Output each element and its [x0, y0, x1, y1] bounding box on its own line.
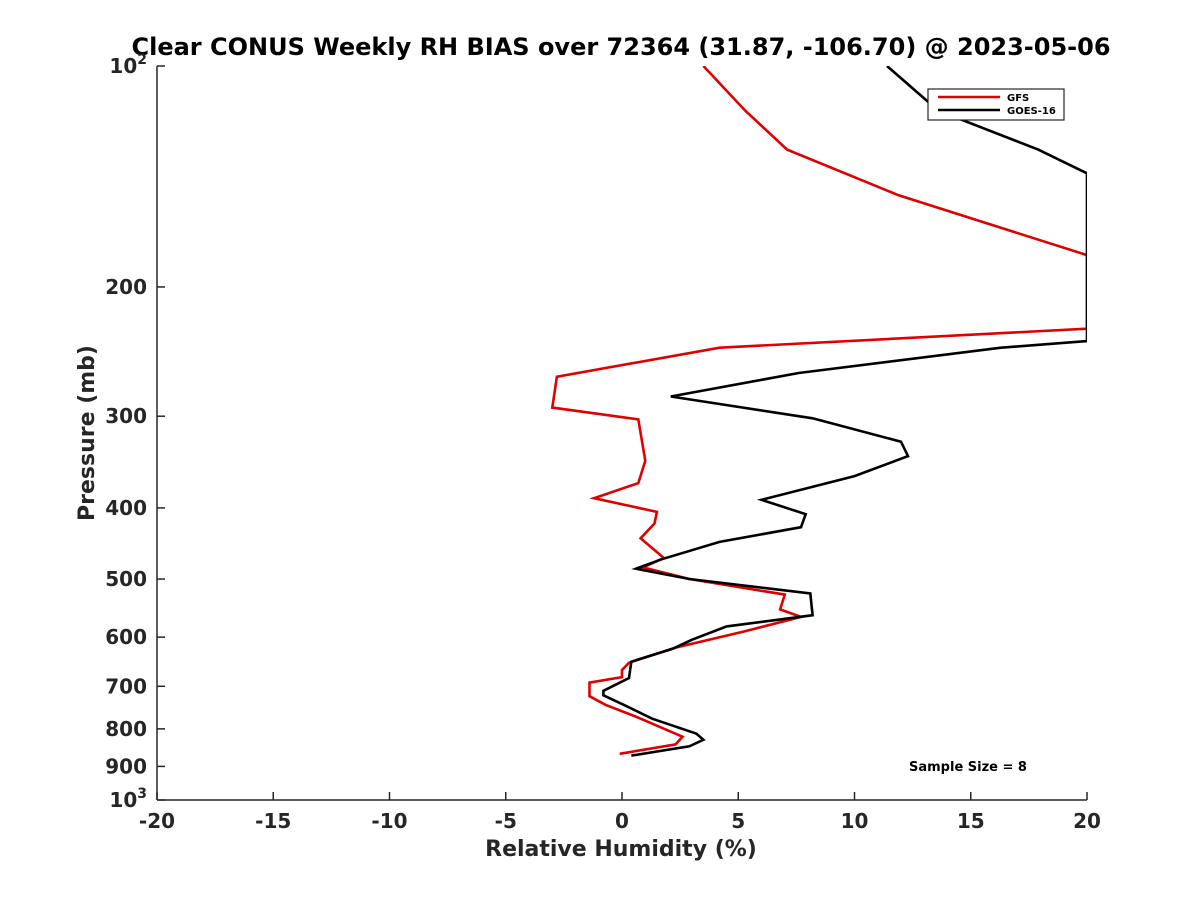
- y-axis-label: Pressure (mb): [75, 345, 100, 521]
- x-axis-label: Relative Humidity (%): [485, 837, 757, 862]
- y-end-tick-label: 102: [109, 52, 147, 78]
- series-line-goes-16: [602, 66, 1087, 757]
- y-tick-label: 900: [105, 754, 147, 778]
- x-tick-label: 0: [615, 809, 629, 833]
- y-tick-base: 10: [109, 54, 137, 78]
- legend-label: GFS: [1007, 93, 1029, 104]
- y-tick-label: 800: [105, 717, 147, 741]
- y-tick-label: 600: [105, 625, 147, 649]
- y-tick-label: 500: [105, 567, 147, 591]
- x-tick-label: 5: [731, 809, 745, 833]
- y-tick-label: 200: [105, 275, 147, 299]
- y-tick-base: 10: [109, 788, 137, 812]
- series-line-gfs: [550, 66, 1087, 756]
- y-end-tick-label: 103: [109, 786, 147, 812]
- chart-title: Clear CONUS Weekly RH BIAS over 72364 (3…: [131, 33, 1110, 61]
- series-layer: [550, 66, 1087, 757]
- legend-box: [927, 88, 1065, 121]
- plot-area: [156, 66, 1087, 801]
- y-tick-exponent: 2: [137, 52, 147, 68]
- y-tick-label: 300: [105, 404, 147, 428]
- sample-size-annotation: Sample Size = 8: [909, 760, 1027, 775]
- x-tick-label: -20: [139, 809, 175, 833]
- legend-label: GOES-16: [1007, 106, 1056, 117]
- legend: GFS GOES-16: [927, 88, 1065, 121]
- y-tick-label: 400: [105, 496, 147, 520]
- x-tick-label: -15: [255, 809, 291, 833]
- y-tick-label: 700: [105, 674, 147, 698]
- x-axis-ticks: -20 -15 -10 -5 0 5 10 15 20: [139, 792, 1101, 833]
- y-tick-exponent: 3: [137, 786, 147, 802]
- x-tick-label: 10: [841, 809, 869, 833]
- x-tick-label: -5: [495, 809, 517, 833]
- x-tick-label: 15: [957, 809, 985, 833]
- x-tick-label: 20: [1073, 809, 1101, 833]
- x-tick-label: -10: [371, 809, 407, 833]
